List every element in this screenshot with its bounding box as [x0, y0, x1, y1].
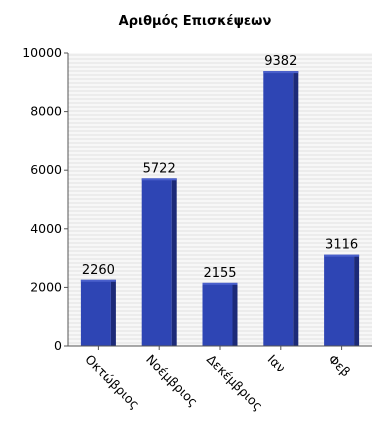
- y-tick-labels: 0 2000 4000 6000 8000 10000: [22, 45, 62, 353]
- data-label: 5722: [143, 161, 176, 176]
- data-labels: 2260 5722 2155 9382 3116: [82, 54, 358, 281]
- x-tick-label: Φεβ: [325, 352, 353, 380]
- bar-side: [232, 282, 238, 346]
- bar: [202, 282, 233, 346]
- bar-top: [80, 279, 116, 282]
- data-label: 9382: [264, 54, 297, 69]
- bar-side: [171, 178, 177, 346]
- axes-group: [64, 52, 372, 350]
- chart-title: Αριθμός Επισκέψεων: [119, 14, 272, 29]
- x-tick-label: Νοέμβριος: [143, 352, 201, 410]
- bar-top: [202, 282, 238, 285]
- bar: [141, 178, 172, 346]
- bar: [324, 254, 355, 346]
- y-tick-label: 4000: [30, 221, 62, 236]
- y-tick-label: 6000: [30, 162, 62, 177]
- bar-top: [324, 254, 360, 257]
- bar-top: [141, 178, 177, 181]
- bar: [263, 71, 294, 347]
- bar: [80, 279, 111, 346]
- x-tick-label: Ιαν: [265, 352, 289, 376]
- data-label: 3116: [325, 238, 358, 253]
- x-tick-label: Δεκέμβριος: [204, 352, 266, 414]
- y-tick-label: 2000: [30, 279, 62, 294]
- bar-side: [354, 254, 360, 346]
- bar-side: [110, 279, 116, 346]
- y-tick-label: 8000: [30, 104, 62, 119]
- bar-top: [263, 71, 299, 74]
- data-label: 2260: [82, 263, 115, 278]
- data-label: 2155: [203, 266, 236, 281]
- x-tick-label: Οκτώβριος: [82, 352, 142, 412]
- bar-side: [293, 71, 299, 347]
- y-tick-label: 0: [54, 338, 62, 353]
- y-tick-label: 10000: [22, 45, 62, 60]
- bars-group: [80, 71, 360, 347]
